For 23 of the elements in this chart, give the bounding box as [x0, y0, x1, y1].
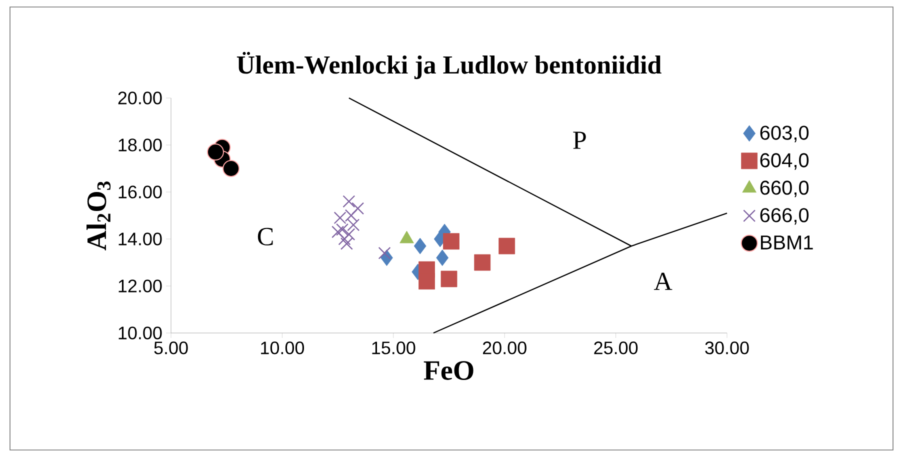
x-tick-label: 25.00 [594, 342, 638, 354]
legend-label: BBM1 [760, 236, 813, 250]
y-axis-title: Al$_{2}$O$_{3}$ [86, 181, 111, 250]
legend-label: 604,0 [760, 153, 809, 170]
x-tick-label: 20.00 [482, 342, 526, 354]
annotation: C [258, 228, 273, 246]
y-tick-label: 16.00 [118, 186, 162, 198]
x-tick-label: 15.00 [372, 342, 416, 354]
legend-label: 666,0 [760, 208, 809, 225]
annotation: P [573, 132, 586, 149]
y-tick-label: 18.00 [118, 138, 162, 152]
y-tick-label: 10.00 [118, 326, 162, 340]
annotation: A [654, 272, 672, 290]
y-tick-label: 14.00 [118, 232, 162, 246]
x-tick-label: 5.00 [154, 342, 188, 354]
y-tick-label: 20.00 [118, 92, 162, 104]
x-tick-label: 10.00 [261, 342, 304, 354]
y-tick-label: 12.00 [118, 280, 162, 292]
x-axis-title: FeO [424, 361, 474, 380]
chart-title: Ülem-Wenlocki ja Ludlow bentoniidid [236, 52, 662, 80]
x-tick-label: 30.00 [705, 342, 749, 354]
legend-label: 603,0 [760, 126, 809, 142]
legend-label: 660,0 [760, 180, 809, 198]
